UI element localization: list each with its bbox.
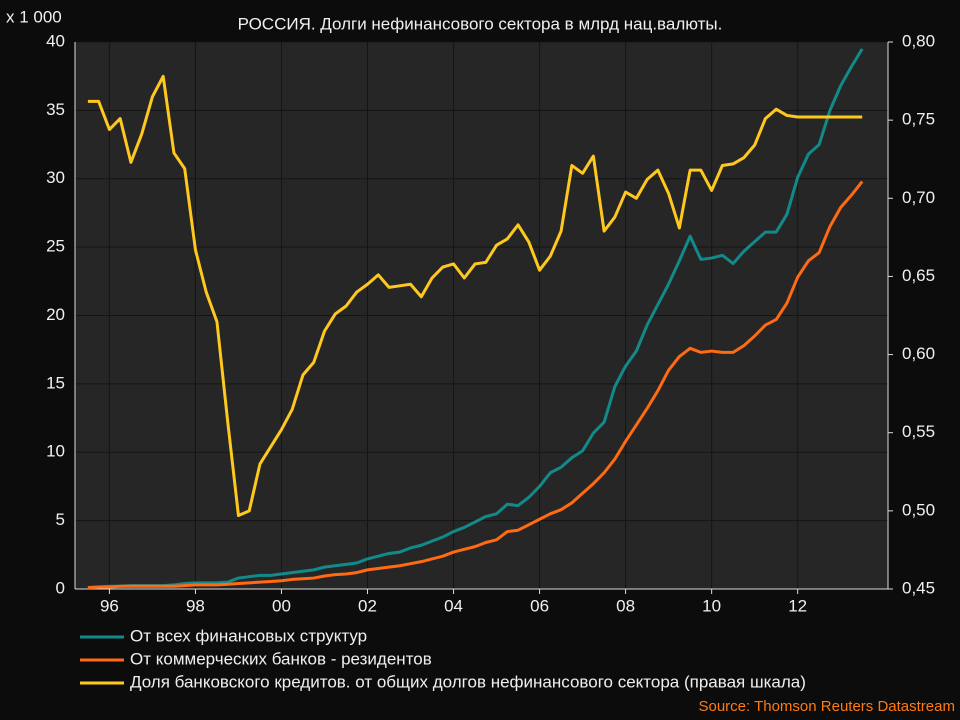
y-tick-label: 30 [46, 168, 65, 187]
y2-tick-label: 0,70 [902, 188, 935, 207]
series-line [87, 48, 864, 590]
y-tick-label: 15 [46, 373, 65, 392]
x-tick-label: 00 [272, 596, 291, 615]
source: Source: Thomson Reuters Datastream [698, 698, 955, 715]
x-tick-label: 04 [444, 596, 463, 615]
x-tick-label: 98 [186, 596, 205, 615]
legend-label: Доля банковского кредитов. от общих долг… [130, 672, 806, 691]
x-tick-label: 96 [100, 596, 119, 615]
x-tick-label: 02 [358, 596, 377, 615]
y-tick-label: 5 [56, 510, 65, 529]
y-tick-label: 40 [46, 31, 65, 50]
y2-tick-label: 0,65 [902, 266, 935, 285]
x-tick-label: 06 [530, 596, 549, 615]
y-tick-label: 20 [46, 305, 65, 324]
x-tick-label: 10 [702, 596, 721, 615]
legend-label: От коммерческих банков - резидентов [130, 649, 432, 668]
x-tick-label: 08 [616, 596, 635, 615]
y-tick-label: 10 [46, 442, 65, 461]
y-tick-label: 0 [56, 578, 65, 597]
legend-label: От всех финансовых структур [130, 626, 367, 645]
y2-tick-label: 0,55 [902, 422, 935, 441]
y-tick-label: 25 [46, 237, 65, 256]
y2-tick-label: 0,45 [902, 578, 935, 597]
x-tick-label: 12 [788, 596, 807, 615]
series-line [87, 74, 863, 518]
y-axis-label: x 1 000 [6, 7, 62, 26]
y2-tick-label: 0,50 [902, 500, 935, 519]
chart-title: РОССИЯ. Долги нефинансового сектора в мл… [238, 14, 723, 33]
y2-tick-label: 0,60 [902, 344, 935, 363]
y2-tick-label: 0,75 [902, 110, 935, 129]
y2-tick-label: 0,80 [902, 31, 935, 50]
series-line [87, 180, 864, 590]
y-tick-label: 35 [46, 100, 65, 119]
